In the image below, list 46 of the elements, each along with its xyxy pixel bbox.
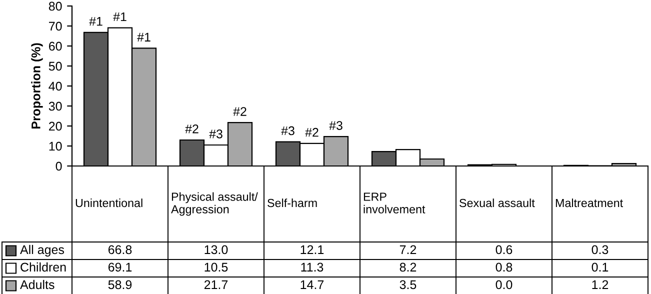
annotation: #3: [329, 121, 342, 130]
annotation: #1: [137, 32, 150, 42]
data-label: 11.3: [301, 262, 324, 272]
data-label: 0.0: [496, 280, 512, 290]
data-label: 0.1: [592, 262, 608, 272]
legend-label: Adults: [20, 280, 54, 290]
annotation: #2: [185, 124, 198, 134]
data-label: 69.1: [108, 262, 132, 272]
annotation: #1: [113, 12, 126, 22]
y-tick-label: 40: [48, 82, 62, 91]
y-tick-label: 30: [48, 102, 62, 111]
data-label: 14.7: [300, 280, 324, 289]
x-tick-label: Physical assault/ Aggression: [171, 192, 258, 216]
data-label: 7.2: [400, 245, 416, 254]
data-label: 13.0: [204, 245, 228, 254]
y-axis-title: Proportion (%): [31, 43, 43, 129]
x-tick-label: ERP involvement: [364, 192, 426, 214]
x-tick-label: Unintentional: [76, 198, 142, 208]
annotation: #3: [281, 126, 294, 136]
data-label: 8.2: [400, 262, 416, 272]
annotation: #3: [209, 130, 222, 138]
x-tick-label: Maltreatment: [556, 198, 623, 208]
legend-label: All ages: [20, 244, 64, 257]
y-tick-label: 80: [48, 2, 62, 11]
data-label: 0.3: [592, 245, 608, 254]
x-tick-label: Self-harm: [268, 198, 317, 208]
data-label: 66.8: [108, 245, 132, 254]
y-tick-label: 60: [49, 42, 62, 51]
x-tick-label: Sexual assault: [460, 198, 535, 208]
legend-label: Children: [20, 262, 66, 272]
annotation: #1: [89, 17, 102, 26]
data-label: 3.5: [400, 280, 416, 290]
data-label: 58.9: [108, 280, 132, 290]
data-label: 21.7: [204, 280, 228, 289]
y-tick-label: 0: [56, 162, 62, 171]
data-label: 0.6: [496, 245, 512, 254]
y-tick-label: 20: [49, 122, 62, 131]
data-label: 12.1: [300, 245, 324, 254]
data-label: 10.5: [204, 262, 228, 272]
annotation: #2: [233, 107, 246, 116]
annotation: #2: [305, 128, 318, 137]
y-tick-label: 70: [49, 22, 62, 31]
y-tick-label: 10: [49, 142, 62, 151]
y-tick-label: 50: [48, 62, 62, 71]
data-label: 1.2: [592, 280, 608, 289]
data-label: 0.8: [496, 262, 512, 272]
